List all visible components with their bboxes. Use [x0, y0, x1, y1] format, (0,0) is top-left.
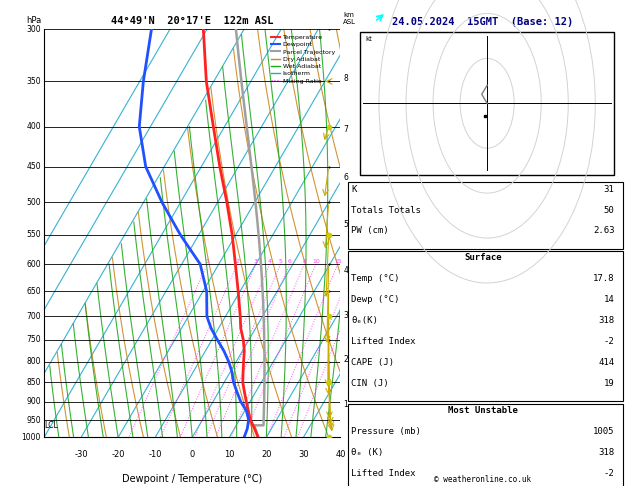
- Text: 50: 50: [604, 206, 615, 215]
- Text: -2: -2: [604, 469, 615, 478]
- Text: 8: 8: [343, 74, 348, 83]
- Text: 17.8: 17.8: [593, 274, 615, 283]
- Text: 5: 5: [279, 259, 282, 264]
- Title: 44°49'N  20°17'E  122m ASL: 44°49'N 20°17'E 122m ASL: [111, 16, 274, 26]
- Text: 10: 10: [312, 259, 320, 264]
- Text: 19: 19: [604, 379, 615, 388]
- Text: 0: 0: [189, 450, 195, 459]
- Legend: Temperature, Dewpoint, Parcel Trajectory, Dry Adiabat, Wet Adiabat, Isotherm, Mi: Temperature, Dewpoint, Parcel Trajectory…: [268, 32, 337, 86]
- Text: 20: 20: [261, 450, 272, 459]
- Text: 31: 31: [604, 185, 615, 194]
- Text: 1005: 1005: [593, 427, 615, 436]
- Text: hPa: hPa: [26, 16, 42, 25]
- Text: 700: 700: [26, 312, 41, 321]
- Text: 500: 500: [26, 198, 41, 207]
- Text: km
ASL: km ASL: [343, 12, 357, 25]
- Text: 6: 6: [343, 174, 348, 182]
- Text: 318: 318: [598, 448, 615, 457]
- Text: -2: -2: [604, 337, 615, 346]
- Bar: [348, 251, 623, 401]
- Text: 2.63: 2.63: [593, 226, 615, 236]
- Text: Pressure (mb): Pressure (mb): [351, 427, 421, 436]
- Text: Dewpoint / Temperature (°C): Dewpoint / Temperature (°C): [122, 474, 262, 484]
- Text: 6: 6: [287, 259, 291, 264]
- Text: Dewp (°C): Dewp (°C): [351, 295, 399, 304]
- Text: 8: 8: [303, 259, 306, 264]
- Text: 1000: 1000: [21, 433, 41, 442]
- Text: 24.05.2024  15GMT  (Base: 12): 24.05.2024 15GMT (Base: 12): [392, 17, 574, 27]
- Text: 750: 750: [26, 335, 41, 345]
- Text: 4: 4: [343, 266, 348, 275]
- Text: K: K: [351, 185, 357, 194]
- Text: 1: 1: [343, 400, 348, 409]
- Text: 5: 5: [343, 220, 348, 229]
- Text: Lifted Index: Lifted Index: [351, 337, 416, 346]
- Text: LCL: LCL: [44, 421, 58, 430]
- Text: 850: 850: [26, 378, 41, 387]
- Text: CIN (J): CIN (J): [351, 379, 389, 388]
- Text: 650: 650: [26, 287, 41, 296]
- Text: 2: 2: [235, 259, 240, 264]
- Text: 800: 800: [26, 357, 41, 366]
- Text: 1: 1: [206, 259, 209, 264]
- Text: θₑ(K): θₑ(K): [351, 316, 378, 325]
- Text: Most Unstable: Most Unstable: [448, 406, 518, 415]
- Text: 4: 4: [267, 259, 272, 264]
- Text: -20: -20: [111, 450, 125, 459]
- Text: 300: 300: [26, 25, 41, 34]
- Text: Temp (°C): Temp (°C): [351, 274, 399, 283]
- Text: CAPE (J): CAPE (J): [351, 358, 394, 367]
- Text: -30: -30: [74, 450, 88, 459]
- Text: 414: 414: [598, 358, 615, 367]
- Text: Surface: Surface: [464, 253, 501, 262]
- Text: -10: -10: [148, 450, 162, 459]
- Text: 900: 900: [26, 397, 41, 406]
- Bar: [348, 404, 623, 486]
- Text: 2: 2: [343, 355, 348, 364]
- Text: 14: 14: [604, 295, 615, 304]
- Bar: [360, 32, 615, 175]
- Text: θₑ (K): θₑ (K): [351, 448, 384, 457]
- Text: 550: 550: [26, 230, 41, 239]
- Text: 3: 3: [343, 311, 348, 319]
- Text: 318: 318: [598, 316, 615, 325]
- Text: Totals Totals: Totals Totals: [351, 206, 421, 215]
- Text: 30: 30: [298, 450, 309, 459]
- Text: © weatheronline.co.uk: © weatheronline.co.uk: [434, 474, 532, 484]
- Text: 7: 7: [343, 125, 348, 134]
- Text: 3: 3: [254, 259, 258, 264]
- Text: 350: 350: [26, 77, 41, 86]
- Text: 600: 600: [26, 260, 41, 269]
- Text: Lifted Index: Lifted Index: [351, 469, 416, 478]
- Text: PW (cm): PW (cm): [351, 226, 389, 236]
- Text: 950: 950: [26, 416, 41, 424]
- Text: kt: kt: [366, 36, 372, 42]
- Text: 400: 400: [26, 122, 41, 131]
- Bar: [348, 182, 623, 249]
- Text: 15: 15: [334, 259, 342, 264]
- Text: 10: 10: [224, 450, 235, 459]
- Text: 40: 40: [335, 450, 346, 459]
- Text: 450: 450: [26, 162, 41, 171]
